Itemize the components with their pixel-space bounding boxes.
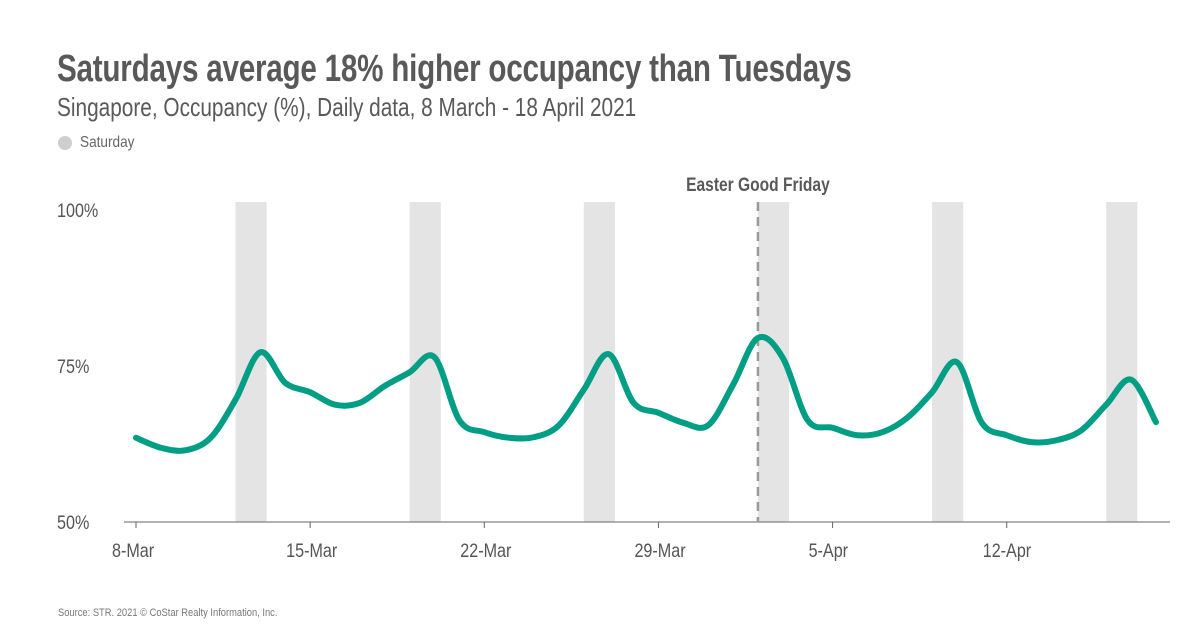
x-tick-label: 15-Mar	[286, 540, 337, 562]
x-tick-label: 29-Mar	[634, 540, 685, 562]
saturday-band	[1106, 202, 1138, 522]
chart-title: Saturdays average 18% higher occupancy t…	[57, 48, 852, 90]
x-tick-label: 8-Mar	[112, 540, 154, 562]
y-tick-label: 100%	[57, 200, 99, 222]
chart-subtitle: Singapore, Occupancy (%), Daily data, 8 …	[57, 92, 637, 122]
series-line-occupancy	[133, 333, 1159, 454]
y-tick-label: 75%	[57, 356, 90, 378]
x-tick-label: 22-Mar	[460, 540, 511, 562]
x-tick-label: 5-Apr	[809, 540, 849, 562]
annotation-label: Easter Good Friday	[686, 174, 830, 196]
legend-swatch-saturday	[58, 136, 72, 150]
y-tick-label: 50%	[57, 512, 90, 534]
x-tick-label: 12-Apr	[983, 540, 1032, 562]
source-note: Source: STR. 2021 © CoStar Realty Inform…	[58, 607, 278, 619]
legend: Saturday	[58, 134, 144, 152]
legend-label-saturday: Saturday	[80, 134, 135, 151]
